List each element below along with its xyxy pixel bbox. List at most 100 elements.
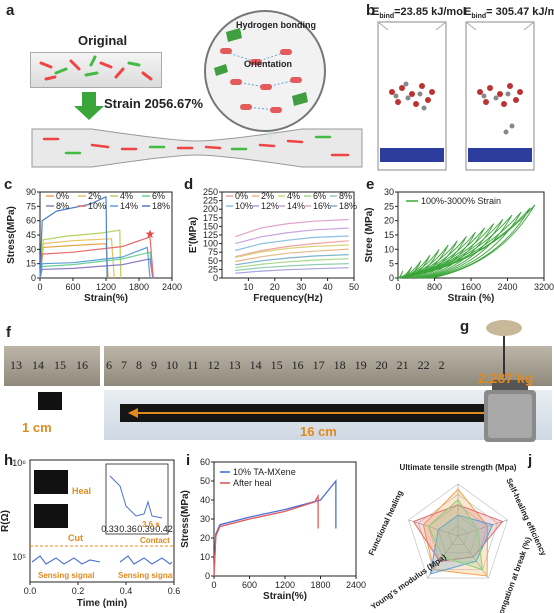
y-tick-label: 60 [26,216,36,226]
y-axis-label: Stree (MPa) [364,207,375,262]
panel-i-label: i [186,452,191,469]
y-tick-label: 50 [208,256,218,266]
y-tick-label: 0 [213,273,218,283]
y-axis-label: Stress(MPa) [180,490,191,548]
x-tick-label: 1800 [310,580,330,590]
x-tick-label: 600 [65,282,80,292]
legend-label: 14% [120,201,138,211]
inset-frame [105,463,169,535]
heal-photo-2 [34,504,68,528]
legend-label: 10% TA-MXene [233,467,296,477]
contact-label: Contact [140,536,170,545]
inset-signal [109,475,163,519]
y-tick-label: 75 [208,247,218,257]
series-2% [235,248,349,263]
legend-label: 2% [88,191,101,201]
legend-label: 0% [56,191,69,201]
y-tick-label: 25 [208,264,218,274]
y-tick-label: 175 [203,213,218,223]
length-arrow [128,408,528,418]
ruler-number: 18 [333,358,346,372]
series-18% [39,195,108,279]
original-fibers [39,55,153,81]
legend-label: After heal [233,478,272,488]
ruler-number: 22 [417,358,430,372]
len-1cm: 1 cm [22,420,52,435]
ruler-right: 6 7 8 9 10 11 12 13 14 15 16 17 18 19 20 21 22 2 [104,346,552,386]
ruler-number: 10 [166,358,178,372]
series-After heal [213,493,319,577]
radar-chart: Ultimate tensile strength (Mpa)Self-heal… [367,463,549,613]
chart-d: 10 20 30 40 500255075100125150175200225250Fr… [188,187,359,304]
y-tick-label: 20 [384,216,394,226]
y-tick-label: 150 [203,221,218,231]
ruler-number: 11 [187,358,199,372]
y-axis-label: E'(MPa) [188,217,199,253]
series-6% [39,251,154,279]
ruler-number: 8 [136,358,142,372]
y-tick-label: 250 [203,187,218,197]
series-10% [235,235,349,252]
x-tick-label: 1200 [96,282,116,292]
x-tick-label: 40 [323,282,333,292]
strain-arrow [82,92,96,108]
strain-arrow-head [74,106,104,120]
len-16cm: 16 cm [300,424,337,439]
chart-e: 0 800 1600 2400 3200 0 5 10 15 20 25 30 Strain (%) St… [364,187,554,304]
star-marker: ★ [145,227,156,241]
radar-axis-label: Young's modulus (Mpa) [369,552,448,611]
ebind2: Ebind= 305.47 kJ/mol [464,6,554,20]
y-tick-label: 30 [26,244,36,254]
weight-label: 2.287 kg [478,370,534,386]
legend-label: 8% [339,191,352,201]
heal-label: Heal [72,486,92,496]
zoom-circle [204,10,326,132]
panel-h-label: h [4,452,14,469]
x-tick-label: 0.6 [168,586,181,596]
legend-label: 18% [152,201,170,211]
chart-c: 0 600 1200 1800 2400 0 15 30 45 60 75 90 Strain(%) St… [6,187,182,304]
y-tick-label: 30 [200,514,210,524]
weight-image [484,320,536,442]
ebind1-sub: bind [379,13,395,21]
y-tick-label: 10⁵ [12,552,26,562]
radar-axis [408,519,459,537]
y-tick-label: 75 [26,201,36,211]
ruler-number: 2 [438,358,445,372]
ruler-number: 12 [207,358,220,372]
series-8% [39,258,154,279]
sensing-label-1: Sensing signal [38,571,95,580]
legend-label: 0% [235,191,248,201]
ruler-left: 13 14 15 16 [4,346,100,386]
series-10% [39,236,154,279]
y-tick-label: 45 [26,230,36,240]
radar-grid [418,494,498,570]
x-tick-label: 0 [211,580,216,590]
series-4% [235,244,349,258]
legend-label: 10% [235,201,253,211]
y-tick-label: 125 [203,230,218,240]
signal-1 [31,555,101,565]
x-tick-label: 600 [242,580,257,590]
y-tick-label: 10⁶ [12,458,26,468]
heal-photo-1 [34,470,68,494]
legend-label: 14% [287,201,305,211]
radar-series [427,498,484,571]
ruler-number: 15 [270,358,283,372]
ruler-number: 17 [312,358,325,372]
cycle-curve [397,214,513,279]
legend-label: 4% [120,191,133,201]
strain-label: Strain 2056.67% [104,96,204,111]
ruler-number: 6 [106,358,112,372]
y-tick-label: 15 [384,230,394,240]
x-tick-label: 30 [296,282,306,292]
y-tick-label: 30 [384,187,394,197]
radar-series [422,488,489,577]
legend-label: 10% [88,201,106,211]
x-tick-label: 1600 [461,282,481,292]
md-box-2 [465,21,535,171]
legend-label: 8% [56,201,69,211]
stretched-sample-shape [31,128,363,168]
legend-label: 6% [313,191,326,201]
y-axis-label: R(Ω) [0,510,11,532]
